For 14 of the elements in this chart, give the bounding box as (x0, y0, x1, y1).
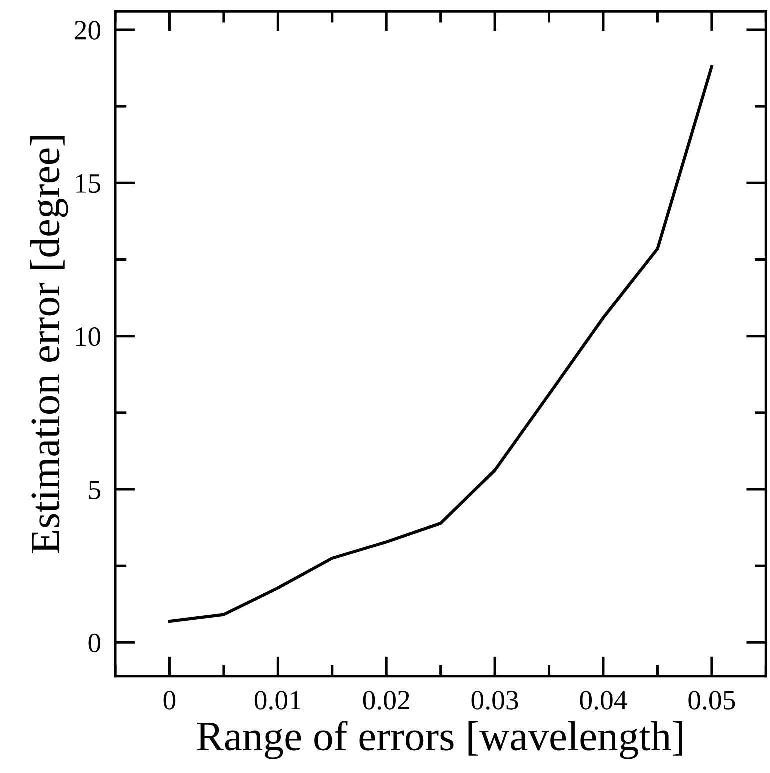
x-tick-label: 0.04 (580, 691, 628, 710)
y-axis-title: Estimation error [degree] (30, 136, 68, 554)
x-tick-label: 0.01 (254, 691, 301, 710)
x-axis-title: Range of errors [wavelength] (197, 721, 682, 760)
x-tick-label: 0 (164, 691, 176, 710)
x-tick-label: 0.05 (688, 691, 736, 710)
y-tick-label: 15 (76, 174, 101, 194)
y-tick-label: 20 (75, 21, 101, 40)
line-series (168, 65, 714, 624)
x-tick-label: 0.02 (363, 691, 410, 710)
y-tick-label: 5 (89, 480, 101, 500)
x-tick-label: 0.03 (472, 691, 518, 710)
y-tick-label: 10 (76, 327, 101, 346)
y-tick-label: 0 (88, 634, 101, 653)
